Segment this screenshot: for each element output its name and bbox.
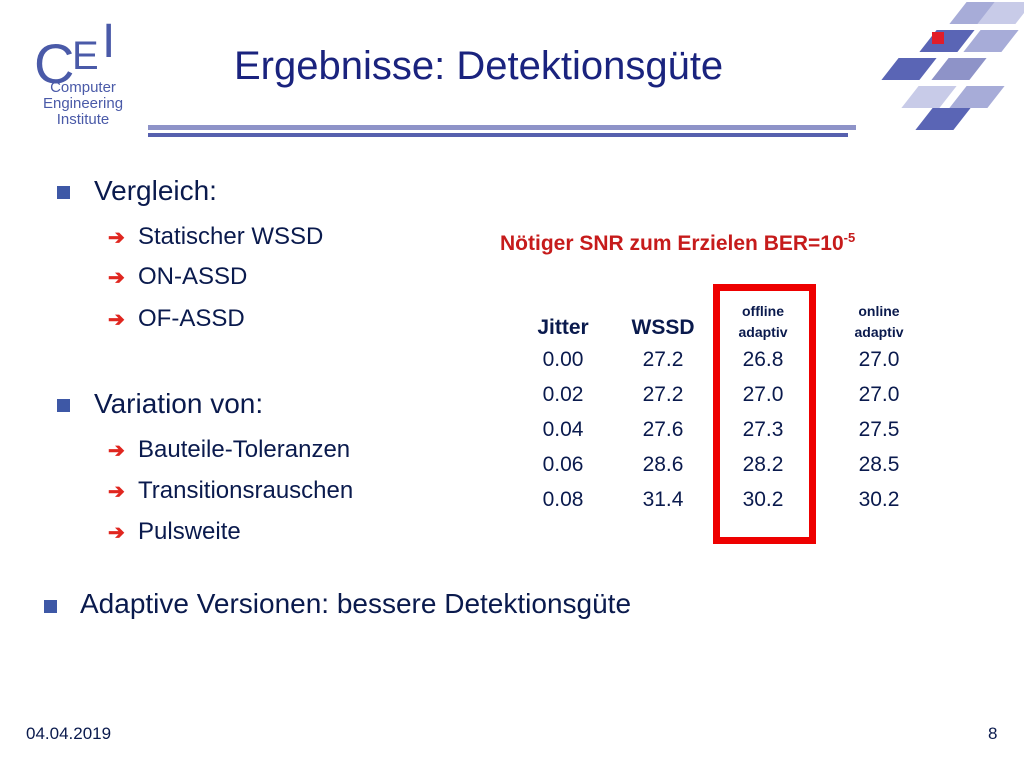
header-offline-line1: offline xyxy=(742,303,784,319)
title-rule-top xyxy=(148,125,856,130)
table-cell: 30.2 xyxy=(858,488,900,511)
arrow-right-icon: ➔ xyxy=(108,481,125,503)
decorative-red-square xyxy=(932,32,944,44)
table-title: Nötiger SNR zum Erzielen BER=10-5 xyxy=(500,230,855,256)
logo-line-1: Computer xyxy=(50,79,116,96)
logo-line-2: Engineering xyxy=(42,95,124,112)
arrow-right-icon: ➔ xyxy=(108,267,125,289)
table-cell: 26.8 xyxy=(742,348,784,371)
header-wssd: WSSD xyxy=(631,316,695,339)
logo-letter-c: C xyxy=(34,32,75,95)
cei-logo: C E I Computer Engineering Institute xyxy=(28,14,138,132)
table-cell: 27.0 xyxy=(858,348,900,371)
bullet-marker xyxy=(44,600,57,613)
bullet-vergleich: Vergleich: xyxy=(94,175,217,206)
table-title-exponent: -5 xyxy=(843,230,856,245)
sub-item: Statischer WSSD xyxy=(138,223,324,250)
header-offline-line2: adaptiv xyxy=(738,324,788,340)
bullet-marker xyxy=(57,399,70,412)
page-number: 8 xyxy=(988,724,998,743)
logo-subtitle: Computer Engineering Institute xyxy=(28,80,138,128)
arrow-right-icon: ➔ xyxy=(108,309,125,331)
table-cell: 27.6 xyxy=(642,418,684,441)
logo-line-3: Institute xyxy=(56,111,110,128)
header-online-line2: adaptiv xyxy=(854,324,904,340)
sub-item: ON-ASSD xyxy=(138,263,248,290)
arrow-right-icon: ➔ xyxy=(108,227,125,249)
table-cell: 0.06 xyxy=(542,453,584,476)
table-cell: 27.0 xyxy=(858,383,900,406)
arrow-right-icon: ➔ xyxy=(108,440,125,462)
title-rule-bottom xyxy=(148,133,848,137)
sub-item: Transitionsrauschen xyxy=(138,477,354,504)
table-cell: 31.4 xyxy=(642,488,684,511)
slide-title: Ergebnisse: Detektionsgüte xyxy=(234,44,724,88)
conclusion-text: Adaptive Versionen: bessere Detektionsgü… xyxy=(80,588,632,619)
sub-item: Pulsweite xyxy=(138,518,241,545)
highlight-box xyxy=(713,284,816,544)
table-cell: 27.0 xyxy=(742,383,784,406)
header-offline: offline adaptiv xyxy=(713,301,813,343)
arrow-right-icon: ➔ xyxy=(108,522,125,544)
decorative-pattern xyxy=(870,0,1024,130)
bullet-variation: Variation von: xyxy=(94,388,264,419)
sub-item: OF-ASSD xyxy=(138,305,245,332)
table-cell: 27.2 xyxy=(642,383,684,406)
table-cell: 0.00 xyxy=(542,348,584,371)
logo-letter-i: I xyxy=(102,15,116,68)
table-cell: 0.08 xyxy=(542,488,584,511)
sub-item: Bauteile-Toleranzen xyxy=(138,436,351,463)
bullet-marker xyxy=(57,186,70,199)
table-cell: 30.2 xyxy=(742,488,784,511)
table-cell: 0.04 xyxy=(542,418,584,441)
header-jitter: Jitter xyxy=(537,316,589,339)
table-cell: 27.2 xyxy=(642,348,684,371)
table-cell: 0.02 xyxy=(542,383,584,406)
table-cell: 27.5 xyxy=(858,418,900,441)
table-cell: 28.5 xyxy=(858,453,900,476)
header-online: online adaptiv xyxy=(829,301,929,343)
table-cell: 28.2 xyxy=(742,453,784,476)
logo-letter-e: E xyxy=(72,34,99,78)
table-cell: 27.3 xyxy=(742,418,784,441)
table-cell: 28.6 xyxy=(642,453,684,476)
footer-date: 04.04.2019 xyxy=(26,724,112,743)
header-online-line1: online xyxy=(858,303,900,319)
table-title-text: Nötiger SNR zum Erzielen BER=10 xyxy=(500,232,844,255)
